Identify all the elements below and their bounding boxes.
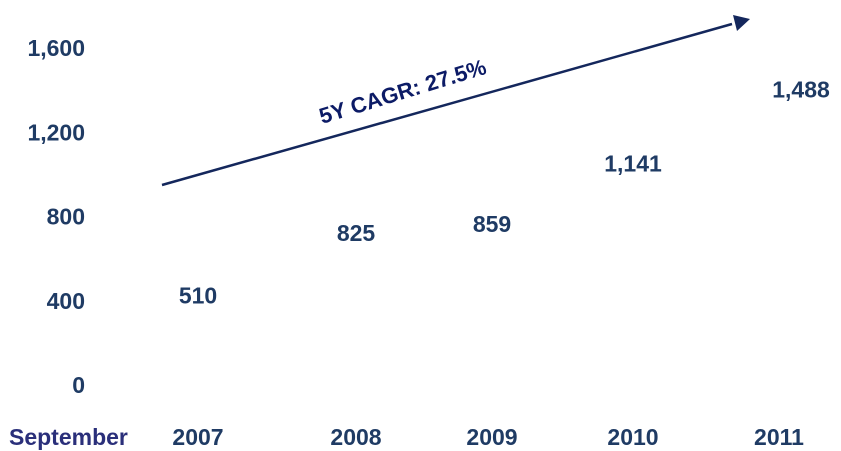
x-tick-label: 2010 (607, 424, 658, 450)
value-label: 859 (473, 211, 511, 237)
x-tick-label: 2009 (466, 424, 517, 450)
x-axis-ticks: 2007 2008 2009 2010 2011 (172, 424, 804, 450)
y-tick-label: 1,200 (27, 119, 85, 145)
y-tick-label: 400 (47, 288, 85, 314)
x-axis-prefix-label: September (9, 424, 128, 450)
x-tick-label: 2007 (172, 424, 223, 450)
x-tick-label: 2011 (754, 424, 804, 450)
x-tick-label: 2008 (330, 424, 381, 450)
value-label: 1,141 (604, 151, 662, 177)
value-label: 1,488 (772, 77, 830, 103)
y-axis-ticks: 0 400 800 1,200 1,600 (27, 35, 85, 398)
cagr-arrowhead (733, 15, 750, 31)
value-label: 825 (337, 220, 376, 246)
value-label: 510 (179, 283, 217, 309)
y-tick-label: 800 (47, 204, 85, 230)
value-labels: 510 825 859 1,141 1,488 (179, 77, 830, 309)
cagr-arrow-line (161, 22, 733, 187)
cagr-annotation: 5Y CAGR: 27.5% (161, 15, 750, 187)
y-tick-label: 0 (72, 372, 85, 398)
y-tick-label: 1,600 (27, 35, 85, 61)
